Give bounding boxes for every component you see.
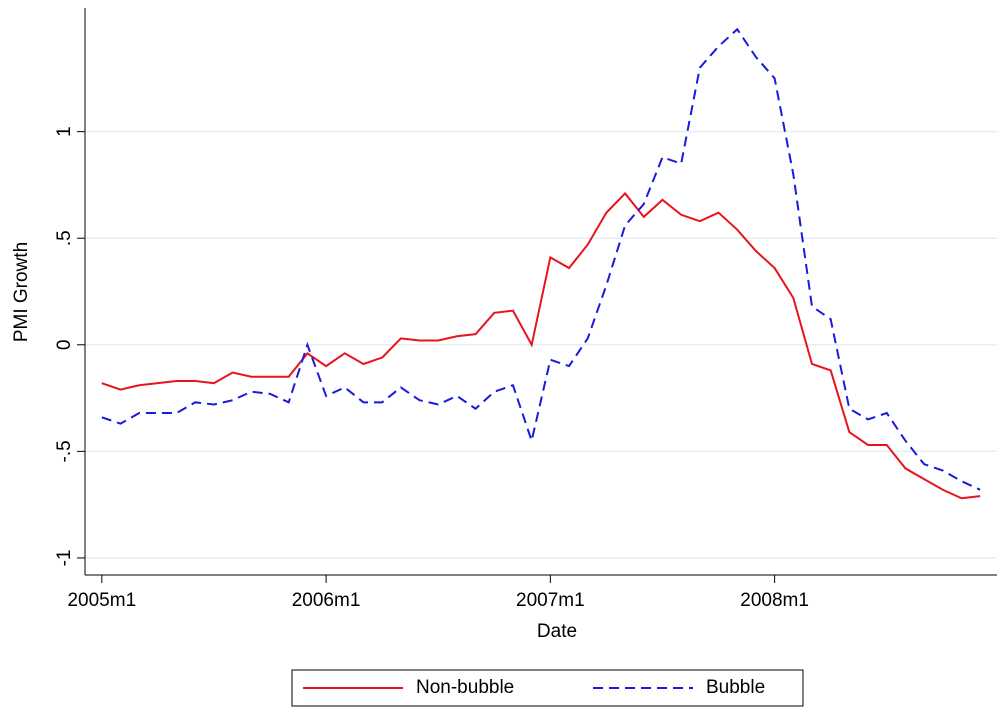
x-tick-label: 2006m1 <box>292 590 361 611</box>
y-axis-title: PMI Growth <box>11 242 32 342</box>
y-tick-label: -1 <box>54 549 75 566</box>
y-tick-label: 1 <box>54 126 75 137</box>
series-line <box>101 191 981 500</box>
y-tick-label: -.5 <box>54 440 75 462</box>
y-tick-label: 0 <box>54 340 75 351</box>
y-tick-label: .5 <box>54 230 75 246</box>
series-line <box>101 27 981 491</box>
x-tick-label: 2007m1 <box>516 590 585 611</box>
legend-label: Non-bubble <box>416 677 514 698</box>
legend-label: Bubble <box>706 677 765 698</box>
x-axis-title: Date <box>537 621 577 642</box>
x-tick-label: 2008m1 <box>740 590 809 611</box>
x-tick-label: 2005m1 <box>67 590 136 611</box>
